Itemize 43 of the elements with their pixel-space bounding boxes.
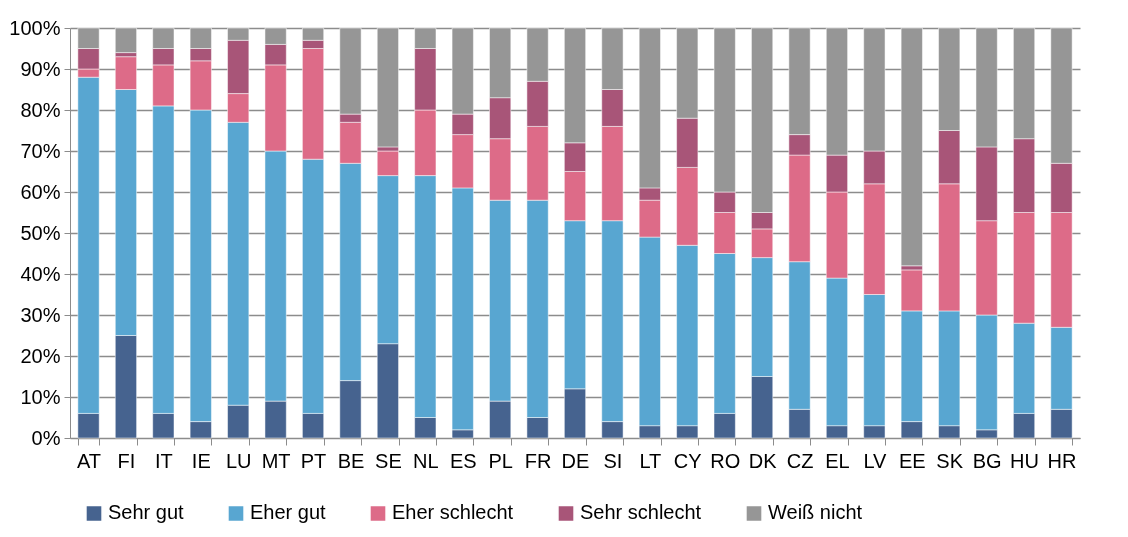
x-tick-label: DK bbox=[748, 449, 778, 472]
legend-label: Sehr schlecht bbox=[580, 501, 702, 524]
x-tick-label: SI bbox=[603, 449, 623, 472]
x-tick-label: PT bbox=[300, 449, 327, 472]
y-tick-label: 10% bbox=[20, 385, 61, 408]
legend-label: Sehr gut bbox=[108, 501, 185, 524]
x-tick-label: SK bbox=[936, 449, 964, 472]
y-tick-label: 60% bbox=[20, 180, 61, 203]
x-tick-label: BE bbox=[337, 449, 365, 472]
x-tick-label: SE bbox=[375, 449, 402, 472]
y-tick-label: 0% bbox=[31, 426, 61, 449]
x-tick-label: CY bbox=[673, 449, 702, 472]
x-tick-label: LV bbox=[863, 449, 888, 472]
x-tick-label: LU bbox=[225, 449, 252, 472]
x-tick-label: ES bbox=[449, 449, 477, 472]
y-tick-label: 80% bbox=[20, 98, 61, 121]
x-tick-label: MT bbox=[261, 449, 291, 472]
x-tick-label: RO bbox=[710, 449, 741, 472]
y-tick-label: 90% bbox=[20, 57, 61, 80]
x-tick-label: EE bbox=[898, 449, 926, 472]
x-tick-label: FI bbox=[117, 449, 136, 472]
y-tick-label: 100% bbox=[9, 16, 61, 39]
x-tick-label: PL bbox=[488, 449, 513, 472]
x-tick-label: CZ bbox=[786, 449, 814, 472]
legend-label: Weiß nicht bbox=[768, 501, 863, 524]
x-tick-label: BG bbox=[972, 449, 1002, 472]
x-tick-label: IE bbox=[191, 449, 211, 472]
x-tick-label: EL bbox=[825, 449, 850, 472]
y-tick-label: 70% bbox=[20, 139, 61, 162]
x-tick-label: FR bbox=[524, 449, 552, 472]
x-tick-label: AT bbox=[76, 449, 102, 472]
y-tick-label: 30% bbox=[20, 303, 61, 326]
y-tick-label: 20% bbox=[20, 344, 61, 367]
x-tick-label: HR bbox=[1047, 449, 1077, 472]
y-tick-label: 40% bbox=[20, 262, 61, 285]
x-tick-label: DE bbox=[561, 449, 590, 472]
y-tick-label: 50% bbox=[20, 221, 61, 244]
x-tick-label: HU bbox=[1010, 449, 1039, 472]
legend-label: Eher schlecht bbox=[392, 501, 514, 524]
x-tick-label: LT bbox=[639, 449, 662, 472]
x-tick-label: IT bbox=[154, 449, 173, 472]
x-tick-label: NL bbox=[413, 449, 439, 472]
legend-label: Eher gut bbox=[250, 501, 327, 524]
